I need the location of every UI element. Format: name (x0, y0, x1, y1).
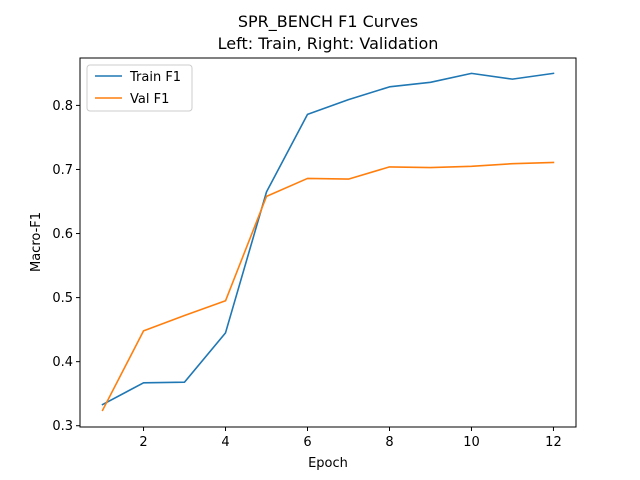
y-tick-label: 0.5 (52, 291, 73, 306)
x-tick-label: 10 (463, 435, 480, 450)
series-line-train-f1 (101, 72, 555, 406)
y-tick-label: 0.7 (52, 163, 73, 178)
series-line-val-f1 (101, 161, 555, 412)
x-tick-label: 8 (385, 435, 393, 450)
y-tick-label: 0.4 (52, 355, 73, 370)
legend-label-train: Train F1 (129, 70, 181, 85)
y-tick-label: 0.6 (52, 227, 73, 242)
chart-subtitle: Left: Train, Right: Validation (218, 34, 439, 53)
y-tick-label: 0.8 (52, 99, 73, 114)
x-axis-label: Epoch (308, 456, 348, 471)
y-tick-label: 0.3 (52, 419, 73, 434)
y-axis-label: Macro-F1 (29, 212, 44, 272)
x-tick-label: 4 (221, 435, 229, 450)
chart-title: SPR_BENCH F1 Curves (238, 12, 418, 32)
legend-label-val: Val F1 (130, 92, 169, 107)
x-tick-label: 6 (303, 435, 311, 450)
series-layer (101, 72, 555, 412)
x-tick-label: 12 (545, 435, 562, 450)
plot-frame (79, 57, 577, 428)
y-axis: 0.3 0.4 0.5 0.6 0.7 0.8 (52, 99, 80, 434)
x-axis: 2 4 6 8 10 12 (139, 427, 562, 450)
legend: Train F1 Val F1 (86, 64, 193, 112)
x-tick-label: 2 (139, 435, 147, 450)
